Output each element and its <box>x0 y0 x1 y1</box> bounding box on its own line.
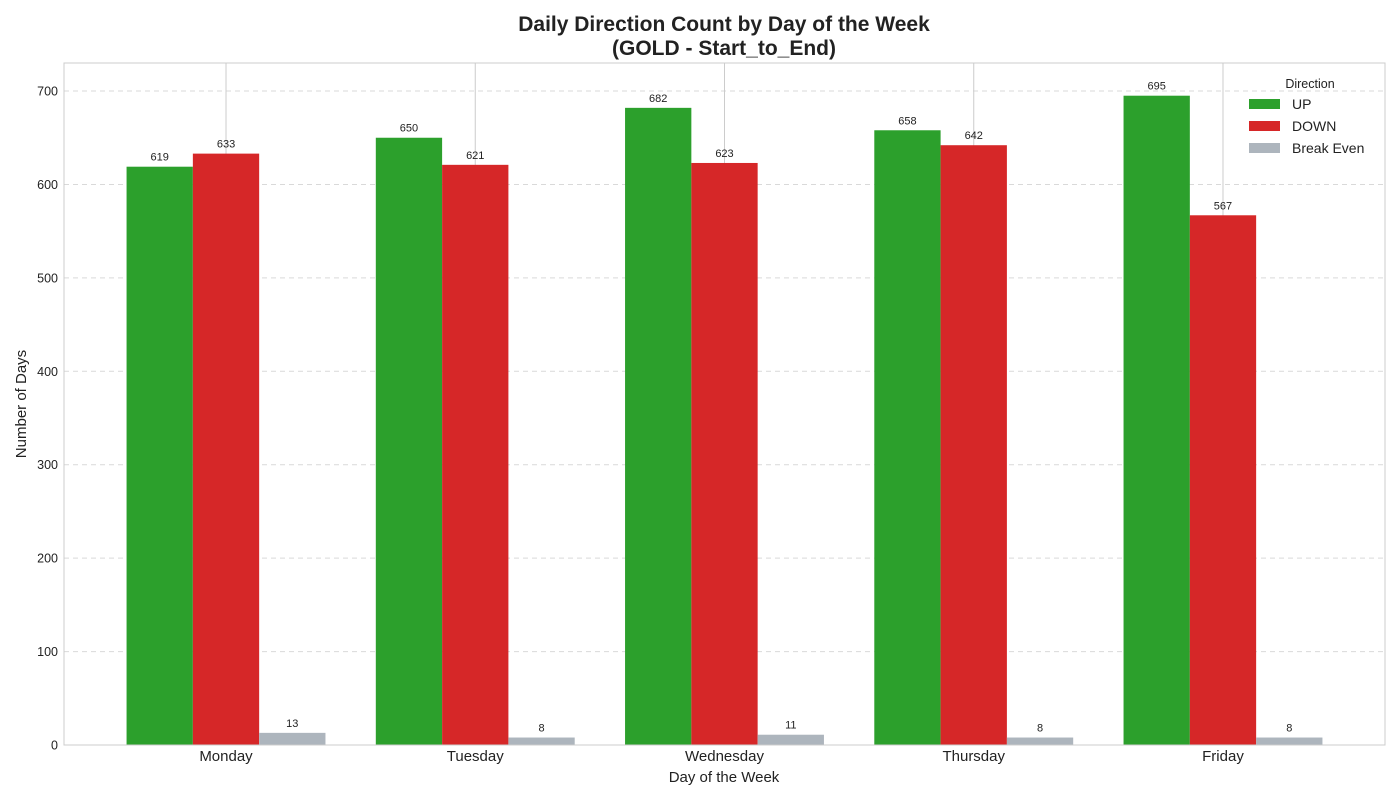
bar-break-even <box>508 737 575 745</box>
bar-down <box>1189 215 1257 745</box>
bar-down <box>192 153 260 745</box>
bar-down <box>442 164 509 745</box>
legend-label-break-even: Break Even <box>1292 140 1364 156</box>
bar-value-label: 8 <box>1037 723 1043 735</box>
y-tick-label: 300 <box>37 458 58 472</box>
x-tick-label-friday: Friday <box>1202 748 1244 765</box>
y-tick-label: 100 <box>37 645 58 659</box>
bar-value-label: 11 <box>785 720 796 732</box>
plot-frame <box>63 62 1386 746</box>
y-tick-label: 0 <box>51 739 58 753</box>
x-tick-label-monday: Monday <box>199 748 253 765</box>
data-labels: 619 650 682 658 695 633 621 623 642 567 13 8 11 8 8 <box>151 81 1293 735</box>
y-tick-label: 700 <box>37 85 58 99</box>
y-axis-label: Number of Days <box>13 350 30 458</box>
x-tick-label-thursday: Thursday <box>942 748 1005 765</box>
legend-title: Direction <box>1285 77 1334 91</box>
bar-value-label: 619 <box>151 152 169 164</box>
bar-break-even <box>1256 737 1323 745</box>
bar-up <box>874 130 941 745</box>
bar-down <box>691 162 758 746</box>
bar-value-label: 642 <box>965 130 983 142</box>
bar-break-even <box>259 732 326 745</box>
bar-break-even <box>1006 737 1074 745</box>
bar-up <box>1123 95 1190 746</box>
bar-value-label: 695 <box>1148 81 1166 93</box>
bar-up <box>625 107 692 746</box>
legend-label-down: DOWN <box>1292 118 1336 134</box>
bar-down <box>940 145 1007 746</box>
legend-label-up: UP <box>1292 96 1311 112</box>
x-axis-label: Day of the Week <box>669 769 780 786</box>
bar-up <box>375 137 443 745</box>
bar-up <box>126 166 193 746</box>
x-tick-label-tuesday: Tuesday <box>447 748 504 765</box>
legend-swatch-up <box>1249 99 1280 109</box>
legend: Direction UP DOWN Break Even <box>1249 77 1364 156</box>
bar-value-label: 13 <box>286 718 298 730</box>
bars <box>126 95 1323 746</box>
bar-value-label: 650 <box>400 123 418 135</box>
y-tick-label: 400 <box>37 365 58 379</box>
bar-break-even <box>757 734 824 745</box>
x-tick-label-wednesday: Wednesday <box>685 748 764 765</box>
bar-value-label: 567 <box>1214 200 1232 212</box>
bar-value-label: 633 <box>217 139 235 151</box>
bar-value-label: 8 <box>538 723 544 735</box>
axes: 0 100 200 300 400 500 600 700 Monday Tuesday Wedne… <box>37 85 1244 765</box>
bar-value-label: 682 <box>649 93 667 105</box>
bar-value-label: 621 <box>466 150 484 162</box>
y-tick-label: 200 <box>37 552 58 566</box>
bar-value-label: 8 <box>1286 723 1292 735</box>
chart-title-line2: (GOLD - Start_to_End) <box>612 37 836 60</box>
legend-swatch-down <box>1249 121 1280 131</box>
chart-title-line1: Daily Direction Count by Day of the Week <box>518 13 930 36</box>
bar-value-label: 623 <box>715 148 733 160</box>
legend-swatch-break-even <box>1249 143 1280 153</box>
y-tick-label: 500 <box>37 271 58 285</box>
y-tick-label: 600 <box>37 178 58 192</box>
bar-value-label: 658 <box>898 115 916 127</box>
